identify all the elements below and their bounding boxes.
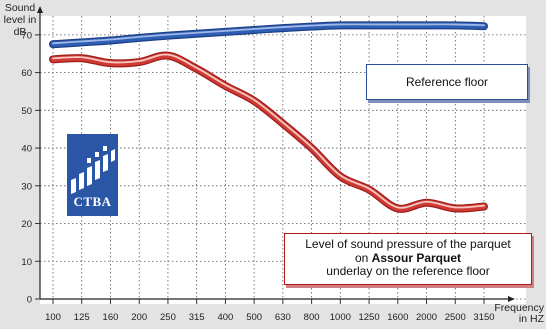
y-tick-label: 60 [21,68,32,79]
logo-text: CTBA [73,194,112,209]
x-tick-label: 100 [45,312,61,323]
series-reference-floor [49,21,488,49]
x-tick-label: 1250 [358,312,379,323]
y-tick-label: 70 [21,30,32,41]
legend-sound-pressure: Level of sound pressure of the parquet o… [284,233,532,285]
x-tick-label: 400 [217,312,233,323]
legend-level-line2-prefix: on [354,250,372,265]
legend-level-line2: on Assour Parquet [285,250,531,266]
ctba-logo: CTBA [67,134,118,216]
series-line-highlight [52,23,485,45]
legend-reference-label: Reference floor [405,75,489,89]
x-tick-label: 315 [189,312,205,323]
legend-level-line3: underlay on the reference floor [326,264,490,278]
x-tick-label: 500 [246,312,262,323]
series-line-highlight [52,53,485,209]
x-tick-label: 630 [275,312,291,323]
x-tick-label: 2500 [445,312,466,323]
legend-level-product: Assour Parquet [371,250,462,265]
y-tick-label: 40 [21,144,32,155]
logo-mark-icon [71,146,115,194]
y-tick-label: 30 [21,181,32,192]
x-tick-label: 125 [74,312,90,323]
x-tick-labels: 100 125 160 200 250 315 400 500 630 800 1000 1250 16… [45,312,495,323]
y-tick-label: 50 [21,106,32,117]
x-axis-arrow-icon [508,296,515,302]
y-tick-label: 20 [21,219,32,230]
y-tick-label: 10 [21,257,32,268]
y-tick-label: 0 [27,295,32,306]
legend-reference-floor: Reference floor [366,64,528,100]
x-tick-label: 800 [304,312,320,323]
x-tick-label: 250 [160,312,176,323]
y-axis-arrow-icon [37,6,43,13]
x-axis-label: Frequency in HZ [494,302,544,325]
x-tick-label: 200 [131,312,147,323]
x-tick-label: 3150 [473,312,494,323]
axes [35,6,515,304]
x-tick-label: 1000 [330,312,351,323]
x-tick-label: 160 [103,312,119,323]
series-sound-pressure [49,51,488,213]
y-axis-label: Sound level in dB [3,2,37,38]
series-line [50,22,487,48]
series-lines [49,21,488,213]
x-tick-label: 2000 [416,312,437,323]
y-tick-labels: 0 10 20 30 40 50 60 70 [21,30,32,305]
legend-level-line1: Level of sound pressure of the parquet [305,237,511,251]
x-tick-label: 1600 [387,312,408,323]
grid [40,16,526,300]
